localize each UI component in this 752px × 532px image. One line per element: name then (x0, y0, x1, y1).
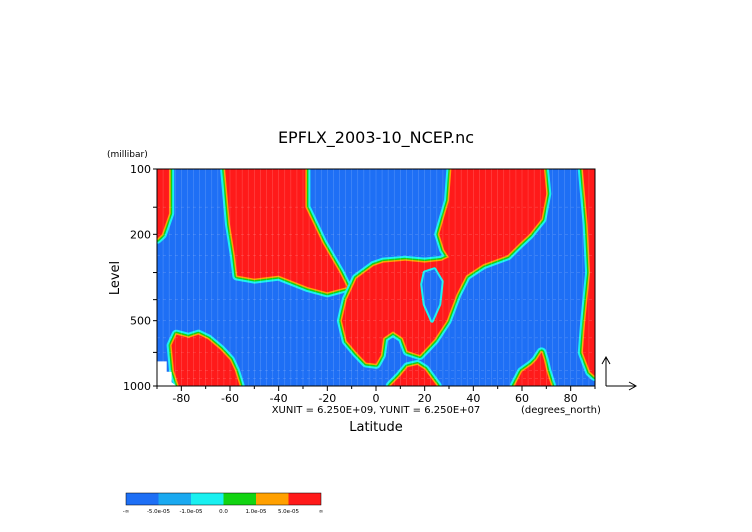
vector-reference-arrows (601, 355, 638, 391)
x-tick-label: -80 (172, 392, 190, 405)
field-regions (157, 169, 595, 386)
x-tick-label: 80 (564, 392, 578, 405)
y-tick-label: 1000 (123, 380, 151, 393)
x-tick-label: 20 (418, 392, 432, 405)
x-tick-label: -60 (221, 392, 239, 405)
y-axis-ticks: 100 200 500 1000 (123, 163, 157, 393)
region-nh-right-edge (582, 169, 595, 377)
legend-swatch (256, 493, 289, 505)
region-left-high (157, 169, 170, 239)
x-tick-label: -40 (270, 392, 288, 405)
x-axis-label: Latitude (349, 420, 403, 435)
legend-swatch (158, 493, 191, 505)
x-unit-label: (degrees_north) (521, 405, 601, 416)
region-lower-sh (171, 334, 240, 386)
y-tick-label: 500 (130, 315, 151, 328)
missing-below-surface (157, 361, 177, 386)
y-tick-label: 100 (130, 163, 151, 176)
y-axis-label: Level (108, 261, 123, 295)
x-tick-label: -20 (318, 392, 336, 405)
x-tick-label: 0 (373, 392, 380, 405)
legend-label: 1.0e-05 (245, 509, 267, 515)
region-nh-mid-low (390, 365, 437, 386)
x-tick-label: 40 (466, 392, 480, 405)
grid-lines (157, 169, 595, 386)
y-tick-label: 200 (130, 228, 151, 241)
legend-label: -∞ (123, 509, 130, 515)
legend-label: -1.0e-05 (179, 509, 203, 515)
region-nh-right-low (514, 352, 552, 386)
legend-label: ∞ (319, 509, 324, 515)
region-central-sh-band-2 (223, 169, 349, 294)
chart-title: EPFLX_2003-10_NCEP.nc (278, 128, 474, 148)
y-unit-label: (millibar) (107, 150, 148, 160)
scale-note: XUNIT = 6.250E+09, YUNIT = 6.250E+07 (272, 405, 481, 416)
x-tick-label: 60 (515, 392, 529, 405)
legend-swatch (191, 493, 224, 505)
color-legend: -∞ -5.0e-05 -1.0e-05 0.0 1.0e-05 5.0e-05 ∞ (123, 492, 324, 515)
legend-label: 0.0 (219, 509, 228, 515)
pocket-core-nh-pocket (422, 269, 442, 321)
legend-swatch (223, 493, 256, 505)
legend-label: 5.0e-05 (278, 509, 300, 515)
x-axis-ticks: -80 -60 -40 -20 0 20 40 60 80 (156, 386, 596, 405)
legend-label: -5.0e-05 (147, 509, 171, 515)
region-central-sh (225, 169, 347, 293)
plot-area (157, 169, 595, 386)
legend-frame (125, 492, 322, 506)
region-nh-main (341, 169, 547, 364)
legend-swatch (288, 493, 321, 505)
legend-swatch (126, 493, 159, 505)
